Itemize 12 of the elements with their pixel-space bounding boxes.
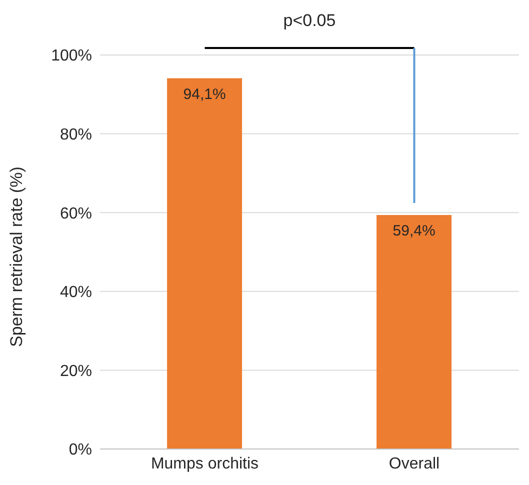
data-label: 94,1% [183, 86, 226, 103]
y-tick-label: 40% [60, 284, 92, 302]
data-label: 59,4% [392, 222, 436, 240]
x-tick-label: Overall [388, 455, 440, 472]
y-tick-label: 0% [68, 442, 92, 459]
x-tick-label: Mumps orchitis [150, 455, 259, 472]
text: p<0.05 [283, 11, 336, 30]
y-axis-title: Sperm retrieval rate (%) [7, 166, 26, 347]
y-tick-label: 80% [60, 126, 92, 144]
y-tick-label: 60% [60, 205, 92, 222]
y-tick-label: 20% [60, 362, 92, 380]
y-tick-label: 100% [51, 48, 92, 65]
